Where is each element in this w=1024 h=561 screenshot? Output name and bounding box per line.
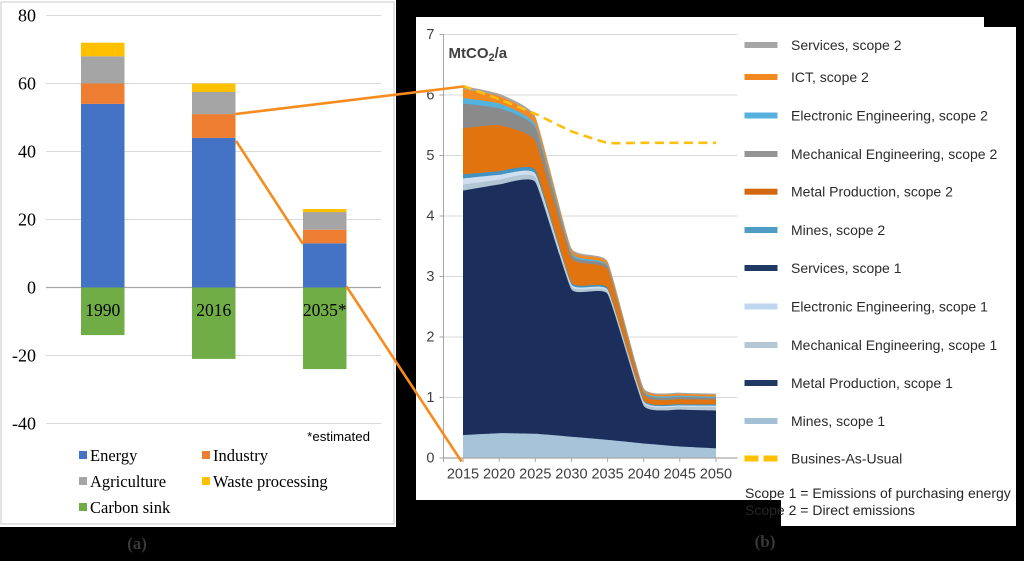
svg-text:2050: 2050 — [700, 467, 732, 483]
svg-text:*estimated: *estimated — [307, 429, 370, 444]
svg-text:Scope 2 = Direct emissions: Scope 2 = Direct emissions — [745, 502, 915, 518]
svg-text:6: 6 — [426, 88, 434, 104]
svg-text:Metal Production, scope 2: Metal Production, scope 2 — [791, 184, 953, 200]
svg-text:Services, scope 1: Services, scope 1 — [791, 260, 902, 276]
svg-text:MtCO2/a: MtCO2/a — [449, 45, 508, 64]
svg-text:Industry: Industry — [213, 446, 269, 465]
svg-text:Electronic Engineering, scope: Electronic Engineering, scope 2 — [791, 108, 988, 124]
svg-text:7: 7 — [426, 27, 434, 43]
svg-text:2: 2 — [426, 330, 434, 346]
svg-text:4: 4 — [426, 209, 434, 225]
svg-text:2035*: 2035* — [303, 300, 347, 320]
svg-text:Metal Production, scope 1: Metal Production, scope 1 — [791, 375, 953, 391]
svg-text:Mines, scope 2: Mines, scope 2 — [791, 222, 885, 238]
svg-text:2030: 2030 — [555, 467, 587, 483]
svg-text:Mechanical Engineering, scope: Mechanical Engineering, scope 1 — [791, 337, 997, 353]
svg-text:2045: 2045 — [664, 467, 696, 483]
svg-text:2016: 2016 — [196, 300, 231, 320]
svg-text:-40: -40 — [12, 414, 36, 434]
svg-text:ICT, scope 2: ICT, scope 2 — [791, 69, 869, 85]
svg-text:(b): (b) — [755, 532, 776, 551]
svg-text:2035: 2035 — [591, 467, 623, 483]
svg-text:1990: 1990 — [85, 300, 120, 320]
svg-text:0: 0 — [426, 451, 434, 467]
svg-text:Carbon sink: Carbon sink — [90, 498, 171, 517]
svg-text:Energy: Energy — [90, 446, 138, 465]
svg-text:(a): (a) — [127, 534, 147, 553]
svg-text:3: 3 — [426, 269, 434, 285]
svg-text:40: 40 — [18, 142, 36, 162]
svg-text:Waste processing: Waste processing — [213, 472, 328, 491]
svg-text:Agriculture: Agriculture — [90, 472, 166, 491]
svg-text:2020: 2020 — [483, 467, 515, 483]
svg-text:-20: -20 — [12, 346, 36, 366]
svg-text:1: 1 — [426, 390, 434, 406]
svg-text:80: 80 — [18, 6, 36, 26]
svg-text:20: 20 — [18, 210, 36, 230]
svg-text:5: 5 — [426, 148, 434, 164]
svg-text:2015: 2015 — [447, 467, 479, 483]
svg-text:Busines-As-Usual: Busines-As-Usual — [791, 451, 902, 467]
svg-text:0: 0 — [27, 278, 36, 298]
svg-text:Scope 1 = Emissions of purchas: Scope 1 = Emissions of purchasing energy — [745, 485, 1011, 501]
svg-text:Services, scope 2: Services, scope 2 — [791, 37, 902, 53]
svg-text:60: 60 — [18, 74, 36, 94]
svg-text:2025: 2025 — [519, 467, 551, 483]
svg-text:Mechanical Engineering, scope: Mechanical Engineering, scope 2 — [791, 146, 997, 162]
svg-text:Mines, scope 1: Mines, scope 1 — [791, 413, 885, 429]
svg-text:Electronic Engineering, scope: Electronic Engineering, scope 1 — [791, 299, 988, 315]
svg-text:2040: 2040 — [628, 467, 660, 483]
